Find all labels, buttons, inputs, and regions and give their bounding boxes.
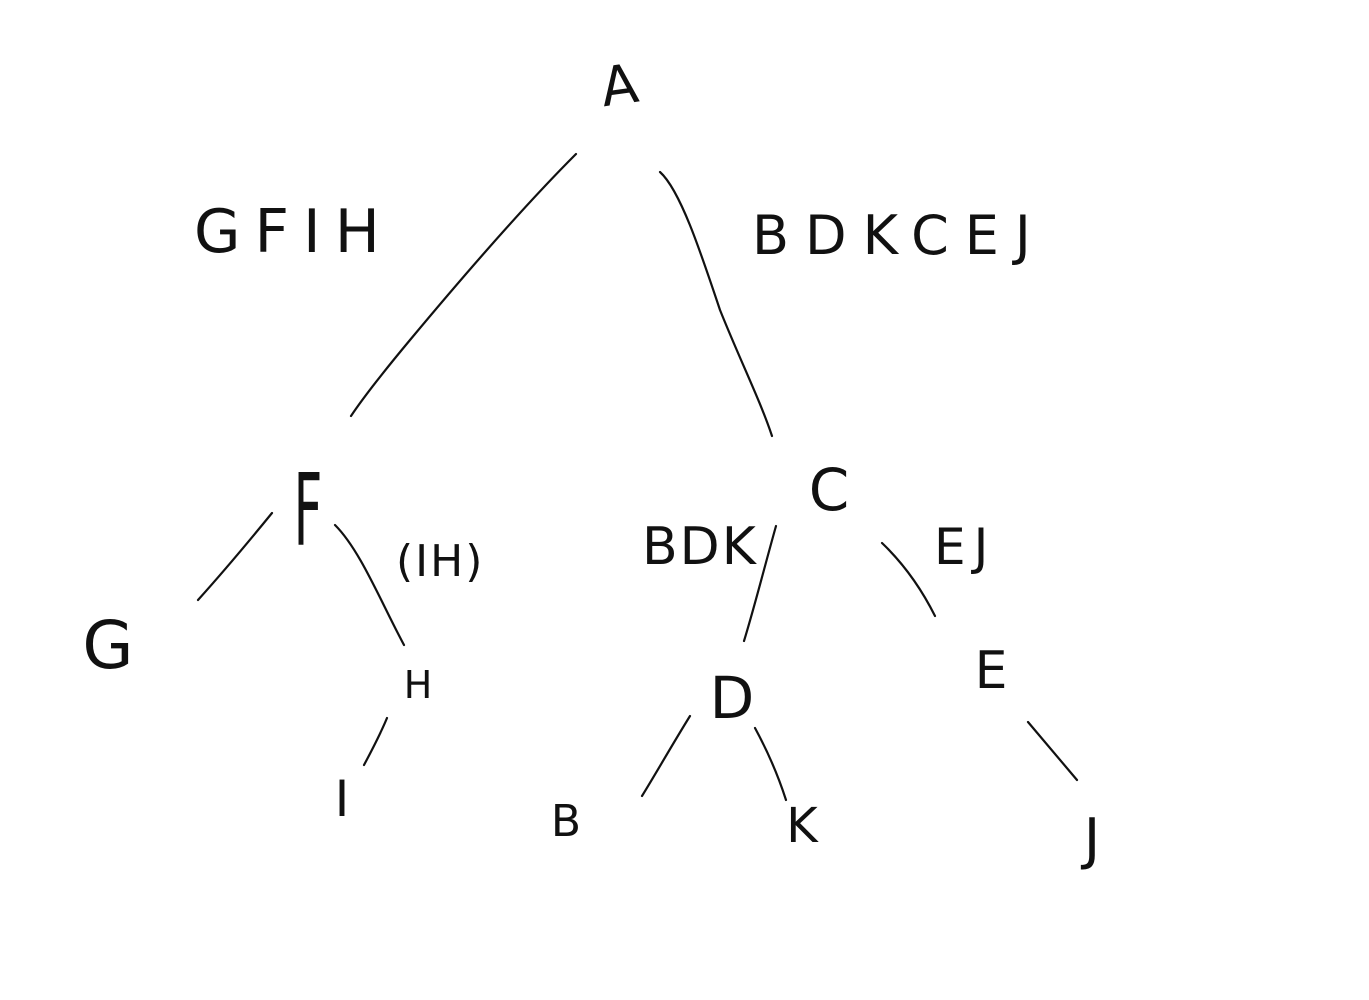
node-g: G [82,607,133,684]
subset-right-of-f: (IH) [396,536,484,587]
edge-f-h [333,523,406,647]
node-f: F [294,453,323,569]
edges [196,152,1079,802]
node-d: D [710,664,755,732]
nodes: A F C G H I D E B K J [82,52,1100,872]
edge-c-e [880,541,937,618]
edge-h-i [362,716,389,767]
edge-c-d [742,524,778,643]
node-k: K [786,798,819,854]
node-i: I [335,770,350,828]
subset-left-of-c: BDK [642,517,758,577]
edge-root-c [658,170,774,438]
edge-root-f [349,152,578,418]
node-root: A [597,52,642,120]
node-c: C [809,456,850,524]
node-b: B [551,796,581,847]
subset-labels: GFIH BDKCEJ (IH) BDK EJ [194,197,1047,587]
edge-d-k [753,726,788,802]
subset-left-of-root: GFIH [194,197,394,267]
edge-e-j [1026,720,1079,782]
subset-right-of-root: BDKCEJ [752,204,1047,267]
node-j: J [1081,807,1101,872]
edge-d-b [640,714,692,798]
node-h: H [404,663,433,707]
subset-right-of-c: EJ [934,518,996,576]
node-e: E [975,641,1008,701]
edge-f-g [196,511,274,602]
